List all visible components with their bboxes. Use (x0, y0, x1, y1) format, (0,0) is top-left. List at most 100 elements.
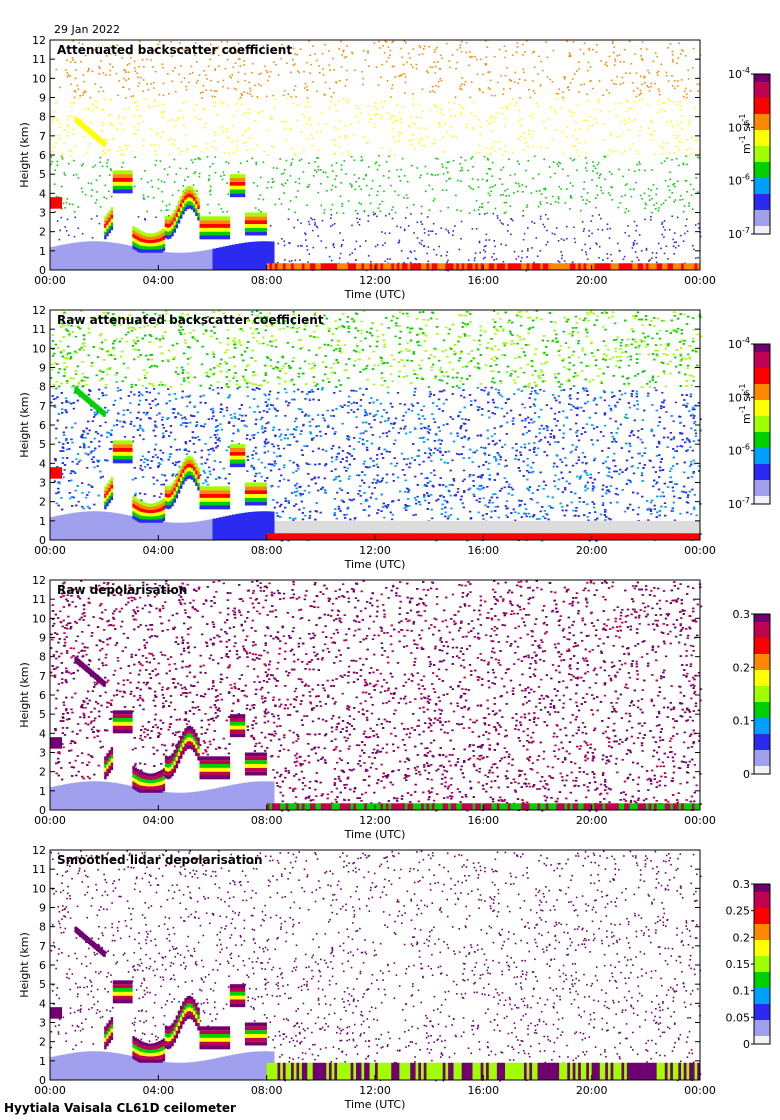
colorbar-tick-label: 0.2 (733, 661, 751, 674)
y-axis-label: Height (km) (18, 122, 31, 188)
y-tick-label: 2 (39, 1036, 46, 1049)
y-tick-label: 10 (32, 72, 46, 85)
y-tick-label: 11 (32, 53, 46, 66)
colorbar-tick-label: 0.3 (733, 608, 751, 621)
y-tick-label: 10 (32, 882, 46, 895)
x-axis-label: Time (UTC) (344, 828, 406, 841)
y-tick-label: 4 (39, 457, 46, 470)
y-tick-label: 0 (39, 264, 46, 277)
date-label: 29 Jan 2022 (54, 23, 120, 36)
y-tick-label: 9 (39, 92, 46, 105)
y-tick-label: 1 (39, 785, 46, 798)
x-tick-label: 20:00 (576, 814, 608, 827)
y-tick-label: 11 (32, 323, 46, 336)
panel-title: Raw depolarisation (57, 583, 187, 597)
y-tick-label: 7 (39, 400, 46, 413)
y-tick-label: 2 (39, 496, 46, 509)
colorbar-tick-label: 10-7 (728, 496, 750, 511)
y-tick-label: 11 (32, 593, 46, 606)
colorbar-unit: m-1 sr-1 (738, 384, 753, 424)
backscatter-field (50, 580, 703, 812)
x-tick-label: 08:00 (251, 1084, 283, 1097)
y-tick-label: 0 (39, 1074, 46, 1087)
y-tick-label: 3 (39, 1017, 46, 1030)
x-axis-label: Time (UTC) (344, 288, 406, 301)
x-tick-label: 00:00 (34, 814, 66, 827)
x-tick-label: 04:00 (142, 1084, 174, 1097)
backscatter-field (50, 850, 702, 1082)
y-axis-label: Height (km) (18, 392, 31, 458)
colorbar-tick-label: 0.2 (733, 931, 751, 944)
y-tick-label: 7 (39, 130, 46, 143)
y-tick-label: 5 (39, 168, 46, 181)
y-tick-label: 6 (39, 959, 46, 972)
y-tick-label: 11 (32, 863, 46, 876)
colorbar-frame (753, 73, 771, 235)
colorbar-tick-label: 0.25 (726, 905, 751, 918)
y-tick-label: 0 (39, 534, 46, 547)
colorbar-tick-label: 10-5 (728, 119, 750, 134)
colorbar-tick-label: 0.15 (726, 958, 751, 971)
y-tick-label: 1 (39, 515, 46, 528)
panel-4: Smoothed lidar depolarisation01234567891… (18, 844, 771, 1111)
y-tick-label: 3 (39, 477, 46, 490)
y-tick-label: 5 (39, 978, 46, 991)
backscatter-field (50, 310, 703, 542)
colorbar-tick-label: 10-7 (728, 226, 750, 241)
x-tick-label: 16:00 (467, 274, 499, 287)
y-tick-label: 1 (39, 245, 46, 258)
y-tick-label: 0 (39, 804, 46, 817)
y-tick-label: 8 (39, 651, 46, 664)
x-tick-label: 12:00 (359, 814, 391, 827)
colorbar-tick-label: 10-5 (728, 389, 750, 404)
colorbar: 10-4 10-5 10-6 10-7 m-1 sr-1 (728, 66, 771, 241)
y-tick-label: 2 (39, 226, 46, 239)
x-tick-label: 12:00 (359, 1084, 391, 1097)
x-tick-label: 00:00 (684, 814, 716, 827)
y-tick-label: 5 (39, 708, 46, 721)
panel-title: Attenuated backscatter coefficient (57, 43, 292, 57)
x-tick-label: 20:00 (576, 274, 608, 287)
y-tick-label: 6 (39, 419, 46, 432)
x-tick-label: 12:00 (359, 544, 391, 557)
x-tick-label: 20:00 (576, 544, 608, 557)
x-axis-label: Time (UTC) (344, 1098, 406, 1111)
x-tick-label: 12:00 (359, 274, 391, 287)
y-tick-label: 12 (32, 34, 46, 47)
y-axis-label: Height (km) (18, 932, 31, 998)
y-tick-label: 8 (39, 381, 46, 394)
x-tick-label: 00:00 (684, 274, 716, 287)
y-tick-label: 3 (39, 207, 46, 220)
panel-2: Raw attenuated backscatter coefficient 0 1… (18, 304, 771, 571)
y-axis-label: Height (km) (18, 662, 31, 728)
y-tick-label: 5 (39, 438, 46, 451)
x-tick-label: 00:00 (34, 1084, 66, 1097)
colorbar-tick-label: 0.3 (733, 878, 751, 891)
panel-title: Smoothed lidar depolarisation (57, 853, 263, 867)
x-axis-label: Time (UTC) (344, 558, 406, 571)
x-tick-label: 00:00 (684, 1084, 716, 1097)
x-tick-label: 16:00 (467, 814, 499, 827)
x-tick-label: 08:00 (251, 814, 283, 827)
colorbar: 10-4 10-5 10-6 10-7 m-1 sr-1 (728, 336, 771, 511)
y-tick-label: 2 (39, 766, 46, 779)
x-tick-label: 04:00 (142, 544, 174, 557)
y-tick-label: 4 (39, 997, 46, 1010)
y-tick-label: 9 (39, 902, 46, 915)
x-tick-label: 20:00 (576, 1084, 608, 1097)
colorbar-tick-label: 10-4 (728, 66, 750, 81)
y-tick-label: 12 (32, 844, 46, 857)
y-tick-label: 4 (39, 727, 46, 740)
y-tick-label: 6 (39, 689, 46, 702)
x-tick-label: 04:00 (142, 274, 174, 287)
y-tick-label: 10 (32, 612, 46, 625)
y-tick-label: 7 (39, 670, 46, 683)
colorbar: 0.3 0.25 0.2 0.15 0.1 0.05 0 (726, 878, 771, 1051)
x-tick-label: 16:00 (467, 544, 499, 557)
x-tick-label: 00:00 (684, 544, 716, 557)
colorbar-tick-label: 0.1 (733, 715, 751, 728)
x-tick-label: 08:00 (251, 274, 283, 287)
backscatter-field (50, 40, 702, 272)
